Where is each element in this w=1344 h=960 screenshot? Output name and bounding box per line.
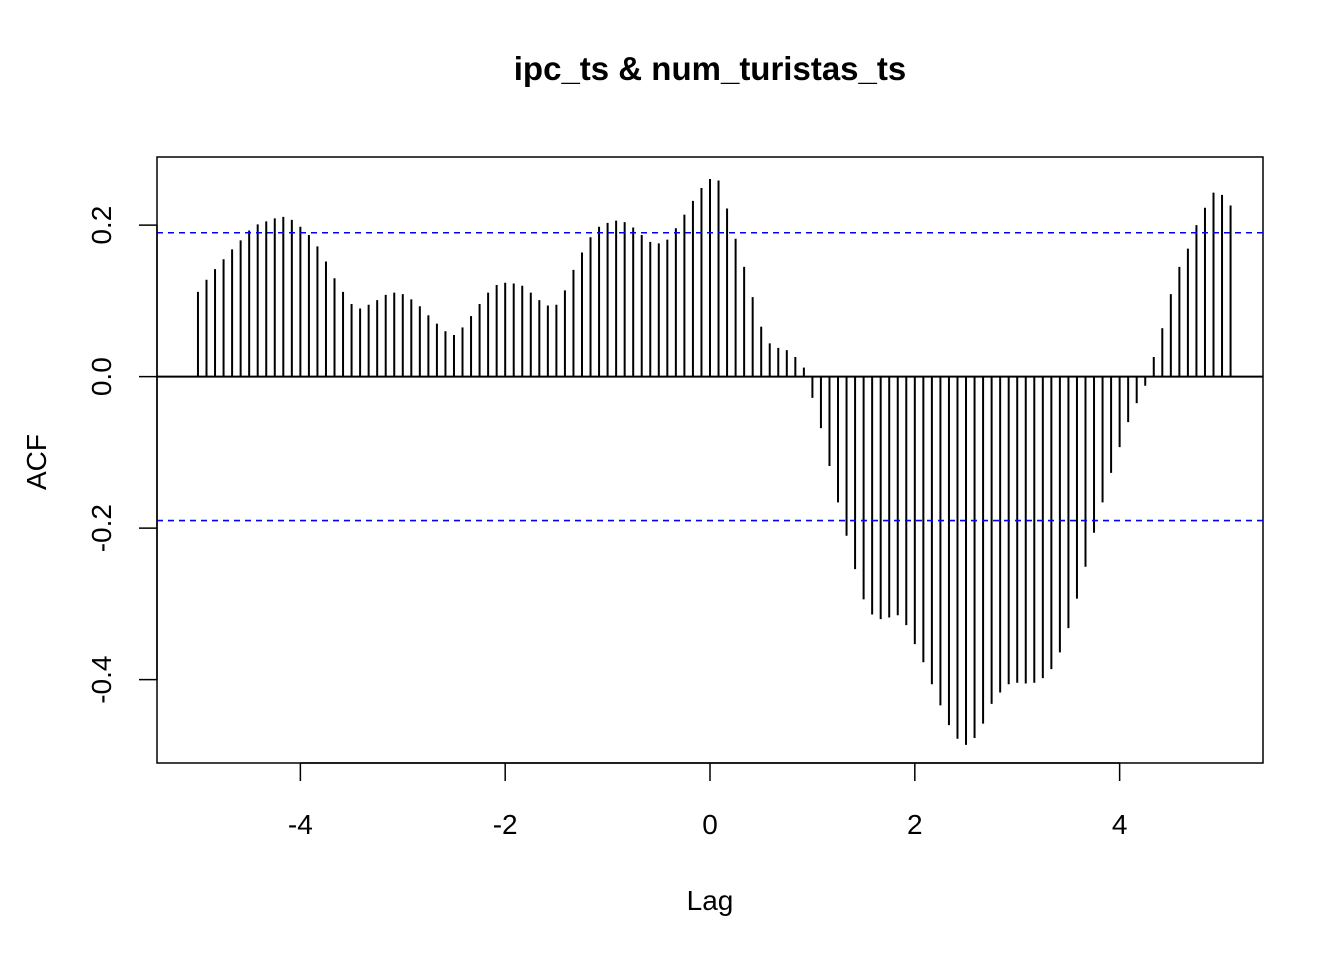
x-tick-label: 2 — [907, 809, 923, 840]
x-tick-label: -4 — [288, 809, 313, 840]
x-tick-label: 4 — [1112, 809, 1128, 840]
x-tick-label: -2 — [493, 809, 518, 840]
x-tick-label: 0 — [702, 809, 718, 840]
y-axis: 0.2 0.0 -0.2 -0.4 — [86, 206, 158, 704]
y-axis-label: ACF — [21, 434, 52, 490]
y-tick-label: 0.2 — [86, 206, 117, 245]
x-axis: -4 -2 0 2 4 — [288, 762, 1128, 840]
x-axis-label: Lag — [687, 885, 734, 916]
chart-title: ipc_ts & num_turistas_ts — [514, 50, 906, 87]
y-tick-label: 0.0 — [86, 357, 117, 396]
y-tick-label: -0.4 — [86, 656, 117, 704]
acf-bars — [196, 178, 1232, 745]
y-tick-label: -0.2 — [86, 504, 117, 552]
